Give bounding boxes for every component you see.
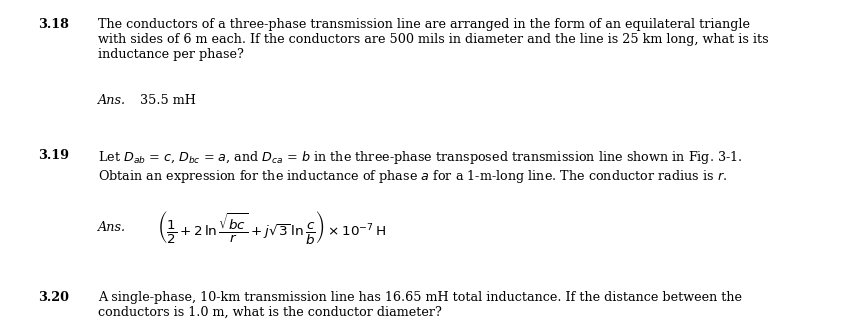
Text: 3.20: 3.20 <box>38 291 69 304</box>
Text: 3.18: 3.18 <box>38 18 69 31</box>
Text: 35.5 mH: 35.5 mH <box>140 94 197 107</box>
Text: Let $D_{ab}$ = $c$, $D_{bc}$ = $a$, and $D_{ca}$ = $b$ in the three-phase transp: Let $D_{ab}$ = $c$, $D_{bc}$ = $a$, and … <box>98 149 743 185</box>
Text: The conductors of a three-phase transmission line are arranged in the form of an: The conductors of a three-phase transmis… <box>98 18 768 61</box>
Text: Ans.: Ans. <box>98 94 126 107</box>
Text: $\left(\dfrac{1}{2} + 2\,\mathrm{ln}\,\dfrac{\sqrt{bc}}{r} + j\sqrt{3}\,\mathrm{: $\left(\dfrac{1}{2} + 2\,\mathrm{ln}\,\d… <box>157 209 386 245</box>
Text: 3.19: 3.19 <box>38 149 69 162</box>
Text: Ans.: Ans. <box>98 221 126 233</box>
Text: A single-phase, 10-km transmission line has 16.65 mH total inductance. If the di: A single-phase, 10-km transmission line … <box>98 291 742 319</box>
